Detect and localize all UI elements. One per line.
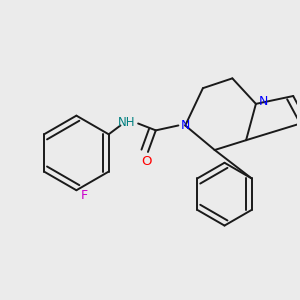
Text: N: N	[181, 119, 190, 132]
Text: F: F	[81, 189, 88, 202]
Text: NH: NH	[118, 116, 135, 129]
Text: N: N	[259, 95, 268, 108]
Text: O: O	[142, 155, 152, 168]
